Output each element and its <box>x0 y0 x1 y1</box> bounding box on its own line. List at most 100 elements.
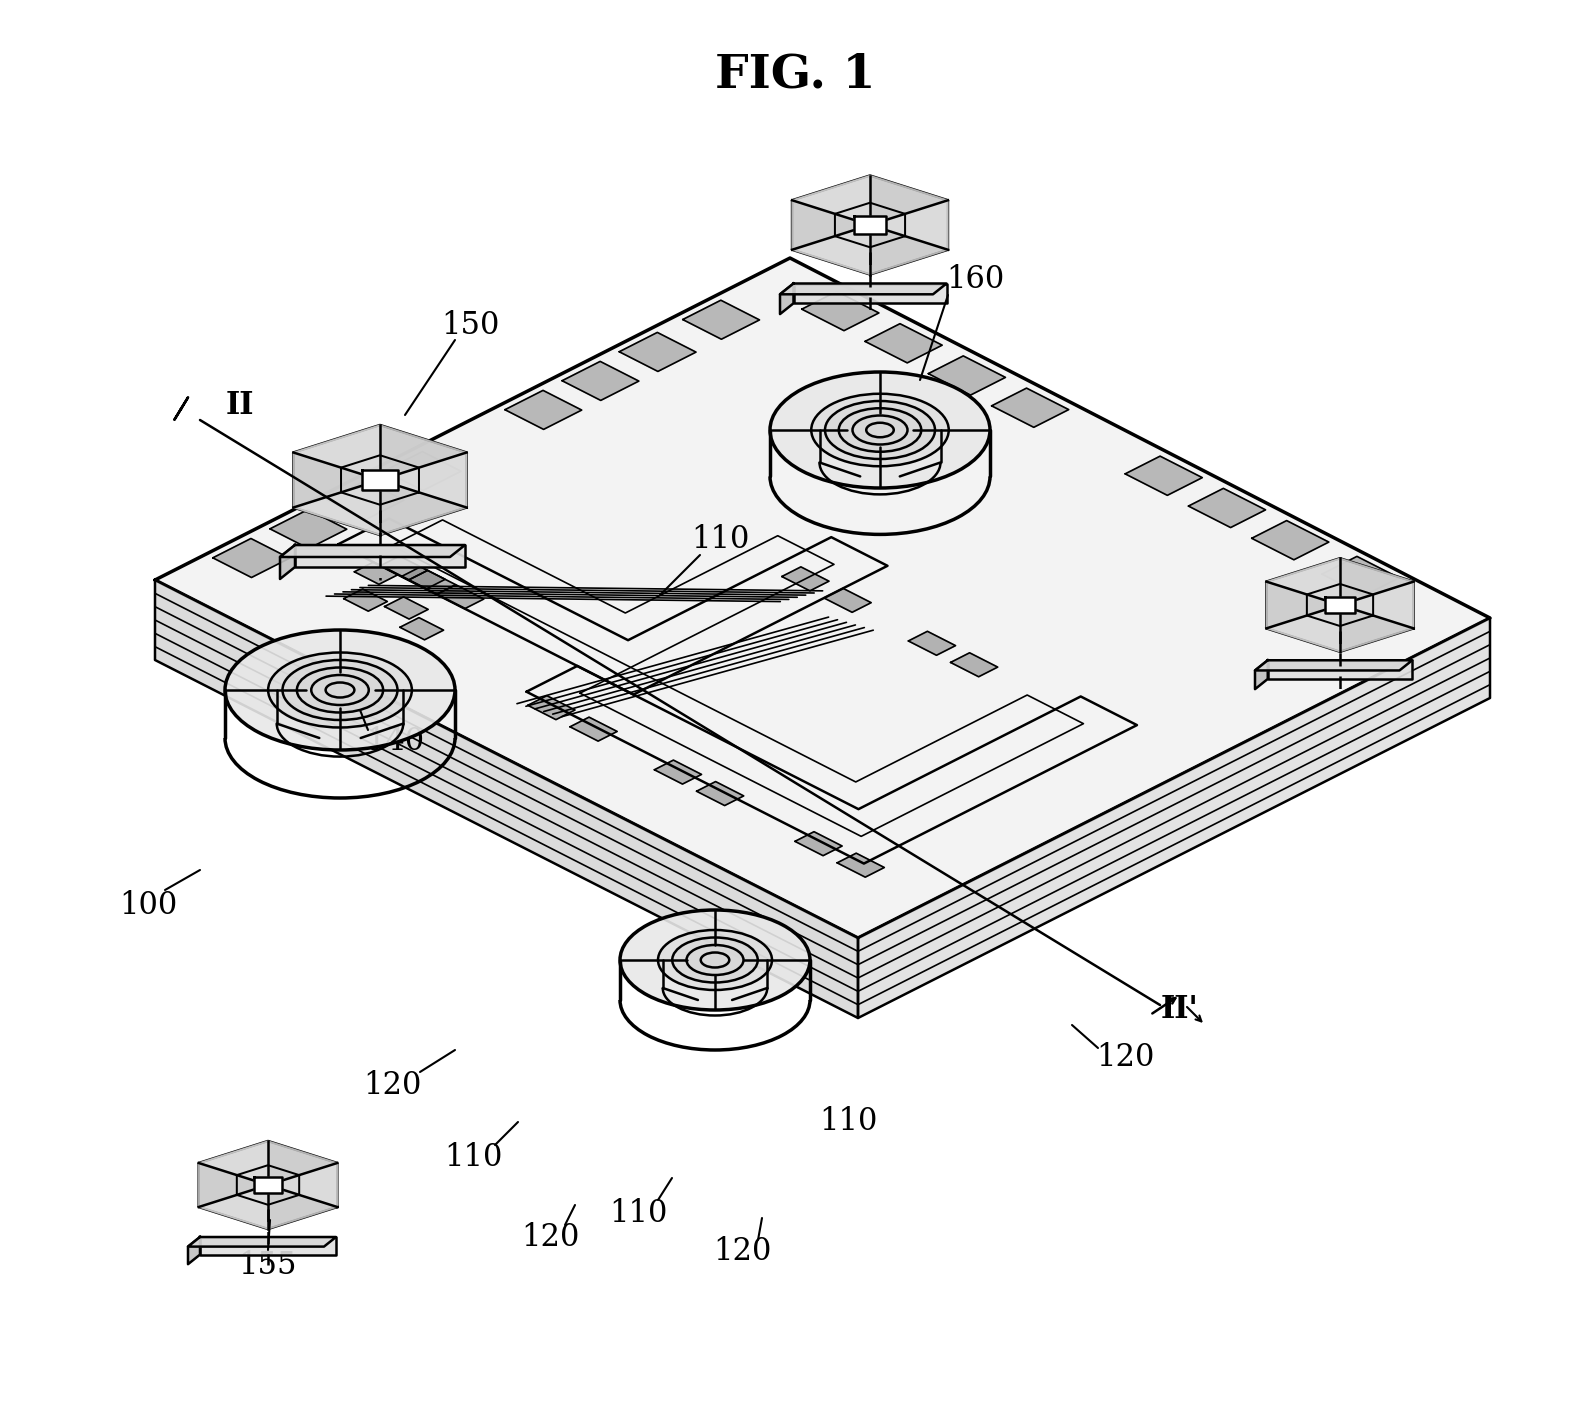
Text: 120: 120 <box>363 1070 421 1100</box>
Polygon shape <box>385 451 461 491</box>
Ellipse shape <box>825 400 935 460</box>
Polygon shape <box>199 1141 269 1184</box>
Text: 155: 155 <box>238 1249 297 1280</box>
Polygon shape <box>1324 596 1355 613</box>
Polygon shape <box>355 563 398 584</box>
Polygon shape <box>781 283 946 295</box>
Text: II: II <box>226 389 254 420</box>
Polygon shape <box>1267 660 1412 680</box>
Polygon shape <box>199 1163 269 1207</box>
Polygon shape <box>294 479 380 534</box>
Polygon shape <box>865 324 943 362</box>
Polygon shape <box>792 200 870 250</box>
Ellipse shape <box>297 667 383 712</box>
Text: 120: 120 <box>522 1222 579 1253</box>
Polygon shape <box>401 618 444 640</box>
Text: 160: 160 <box>946 265 1005 296</box>
Polygon shape <box>380 479 466 534</box>
Polygon shape <box>199 1141 337 1230</box>
Ellipse shape <box>312 675 369 705</box>
Polygon shape <box>380 556 428 580</box>
Polygon shape <box>380 424 466 479</box>
Polygon shape <box>343 589 388 611</box>
Polygon shape <box>270 509 347 548</box>
Polygon shape <box>294 424 466 534</box>
Polygon shape <box>175 398 188 420</box>
Polygon shape <box>569 718 617 742</box>
Ellipse shape <box>701 953 730 967</box>
Polygon shape <box>951 653 997 677</box>
Polygon shape <box>992 388 1068 427</box>
Polygon shape <box>1251 520 1329 560</box>
Polygon shape <box>870 226 948 275</box>
Text: II': II' <box>1161 994 1199 1025</box>
Polygon shape <box>838 853 884 877</box>
Polygon shape <box>696 781 744 805</box>
Polygon shape <box>1126 457 1202 495</box>
Polygon shape <box>1340 558 1414 605</box>
Polygon shape <box>859 618 1490 1018</box>
Polygon shape <box>929 355 1005 395</box>
Text: 140: 140 <box>366 726 425 757</box>
Polygon shape <box>402 567 445 589</box>
Ellipse shape <box>226 630 455 750</box>
Polygon shape <box>294 453 380 508</box>
Polygon shape <box>269 1184 337 1230</box>
Polygon shape <box>795 832 843 856</box>
Polygon shape <box>908 632 956 656</box>
Polygon shape <box>792 175 870 226</box>
Polygon shape <box>682 300 760 340</box>
Polygon shape <box>793 283 946 303</box>
Ellipse shape <box>269 653 412 728</box>
Polygon shape <box>328 481 404 519</box>
Polygon shape <box>1340 605 1414 651</box>
Text: 150: 150 <box>440 310 499 340</box>
Polygon shape <box>154 258 1490 938</box>
Polygon shape <box>200 1237 335 1255</box>
Polygon shape <box>563 361 639 400</box>
Polygon shape <box>1266 558 1414 651</box>
Polygon shape <box>1266 558 1340 605</box>
Polygon shape <box>188 1237 200 1265</box>
Polygon shape <box>437 585 483 609</box>
Polygon shape <box>792 226 870 275</box>
Polygon shape <box>801 292 879 331</box>
Polygon shape <box>253 1177 283 1193</box>
Polygon shape <box>824 588 871 612</box>
Ellipse shape <box>620 909 809 1010</box>
Polygon shape <box>154 580 859 1018</box>
Ellipse shape <box>658 931 773 990</box>
Ellipse shape <box>867 423 894 437</box>
Polygon shape <box>188 1237 335 1246</box>
Polygon shape <box>792 175 948 275</box>
Polygon shape <box>1255 660 1267 689</box>
Text: 110: 110 <box>444 1142 502 1173</box>
Polygon shape <box>528 695 576 719</box>
Polygon shape <box>280 546 464 557</box>
Polygon shape <box>1188 488 1266 527</box>
Polygon shape <box>269 1163 337 1207</box>
Polygon shape <box>213 539 289 578</box>
Polygon shape <box>1340 581 1414 629</box>
Polygon shape <box>854 216 886 234</box>
Text: FIG. 1: FIG. 1 <box>716 52 874 99</box>
Polygon shape <box>363 470 398 489</box>
Polygon shape <box>781 283 793 314</box>
Polygon shape <box>385 596 428 619</box>
Polygon shape <box>380 453 466 508</box>
Ellipse shape <box>770 372 991 488</box>
Text: 110: 110 <box>690 525 749 556</box>
Polygon shape <box>655 760 701 784</box>
Ellipse shape <box>283 660 398 721</box>
Text: 100: 100 <box>119 890 176 921</box>
Ellipse shape <box>687 945 744 974</box>
Ellipse shape <box>673 938 758 983</box>
Polygon shape <box>619 333 696 371</box>
Text: 110: 110 <box>609 1197 668 1228</box>
Polygon shape <box>199 1184 269 1230</box>
Text: 110: 110 <box>819 1107 878 1138</box>
Polygon shape <box>1321 557 1399 595</box>
Polygon shape <box>294 424 380 479</box>
Polygon shape <box>280 546 296 580</box>
Polygon shape <box>1255 660 1412 670</box>
